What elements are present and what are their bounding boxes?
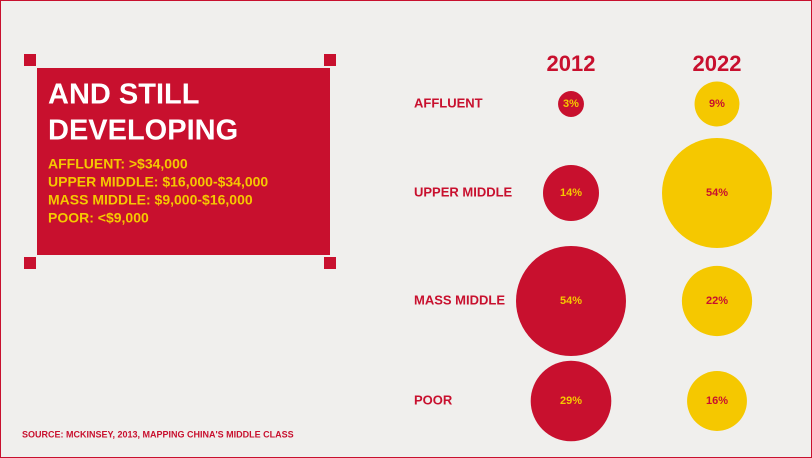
bubble bbox=[516, 246, 626, 356]
title: DEVELOPING bbox=[48, 115, 238, 147]
bubble bbox=[530, 360, 612, 442]
value-label: 29% bbox=[560, 395, 582, 407]
note: MASS MIDDLE: $9,000-$16,000 bbox=[48, 192, 253, 208]
bubble bbox=[694, 81, 740, 127]
value-label: 54% bbox=[706, 187, 728, 199]
corner bbox=[324, 54, 336, 66]
category-label: UPPER MIDDLE bbox=[414, 184, 513, 199]
value-label: 9% bbox=[709, 98, 725, 110]
bubble bbox=[558, 91, 584, 117]
title-box bbox=[37, 68, 330, 255]
title: AND STILL bbox=[48, 79, 199, 111]
bubble bbox=[687, 371, 747, 431]
value-label: 14% bbox=[560, 187, 582, 199]
category-label: AFFLUENT bbox=[414, 95, 483, 110]
category-label: MASS MIDDLE bbox=[414, 292, 505, 307]
corner bbox=[24, 54, 36, 66]
value-label: 16% bbox=[706, 395, 728, 407]
corner bbox=[324, 257, 336, 269]
bubble bbox=[662, 138, 772, 248]
value-label: 54% bbox=[560, 295, 582, 307]
value-label: 3% bbox=[563, 98, 579, 110]
category-label: POOR bbox=[414, 392, 453, 407]
bubble bbox=[542, 164, 600, 222]
note: AFFLUENT: >$34,000 bbox=[48, 156, 188, 172]
series-header: 2022 bbox=[693, 51, 742, 76]
note: UPPER MIDDLE: $16,000-$34,000 bbox=[48, 174, 268, 190]
bubble bbox=[681, 265, 753, 337]
source: SOURCE: MCKINSEY, 2013, MAPPING CHINA'S … bbox=[22, 429, 294, 439]
value-label: 22% bbox=[706, 295, 728, 307]
note: POOR: <$9,000 bbox=[48, 210, 149, 226]
corner bbox=[24, 257, 36, 269]
series-header: 2012 bbox=[547, 51, 596, 76]
